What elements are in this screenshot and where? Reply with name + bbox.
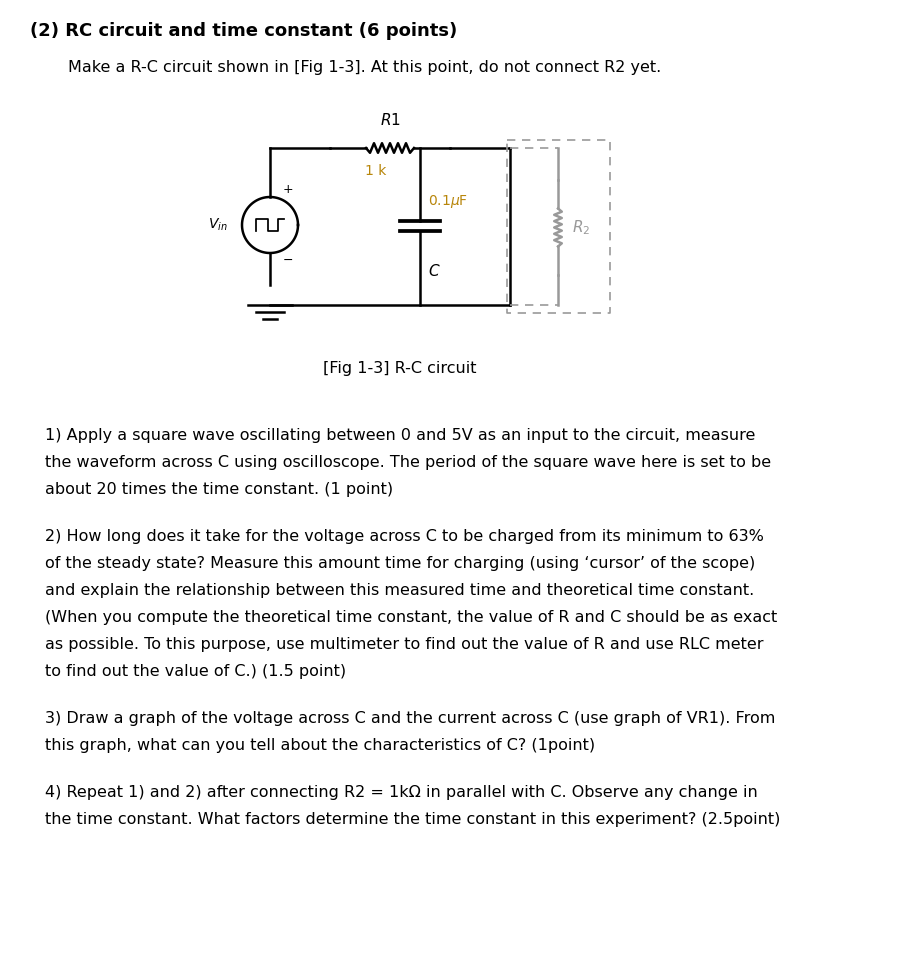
- Text: of the steady state? Measure this amount time for charging (using ‘cursor’ of th: of the steady state? Measure this amount…: [45, 556, 755, 571]
- Text: +: +: [283, 184, 293, 196]
- Text: the time constant. What factors determine the time constant in this experiment? : the time constant. What factors determin…: [45, 812, 780, 827]
- Text: (When you compute the theoretical time constant, the value of R and C should be : (When you compute the theoretical time c…: [45, 610, 778, 625]
- Text: as possible. To this purpose, use multimeter to find out the value of R and use : as possible. To this purpose, use multim…: [45, 637, 763, 652]
- Text: $C$: $C$: [428, 263, 441, 280]
- Text: $R_2$: $R_2$: [572, 218, 590, 237]
- Text: about 20 times the time constant. (1 point): about 20 times the time constant. (1 poi…: [45, 482, 393, 497]
- Text: 3) Draw a graph of the voltage across C and the current across C (use graph of V: 3) Draw a graph of the voltage across C …: [45, 711, 776, 726]
- Text: 0.1$\mu$F: 0.1$\mu$F: [428, 193, 468, 210]
- Text: 1 k: 1 k: [365, 164, 386, 179]
- Text: 4) Repeat 1) and 2) after connecting R2 = 1kΩ in parallel with C. Observe any ch: 4) Repeat 1) and 2) after connecting R2 …: [45, 785, 758, 800]
- Text: $V_{in}$: $V_{in}$: [208, 217, 228, 233]
- Text: (2) RC circuit and time constant (6 points): (2) RC circuit and time constant (6 poin…: [30, 22, 457, 40]
- Text: to find out the value of C.) (1.5 point): to find out the value of C.) (1.5 point): [45, 664, 346, 679]
- Text: −: −: [283, 254, 293, 266]
- Text: 2) How long does it take for the voltage across C to be charged from its minimum: 2) How long does it take for the voltage…: [45, 529, 764, 544]
- Text: [Fig 1-3] R-C circuit: [Fig 1-3] R-C circuit: [323, 361, 477, 375]
- Text: 1) Apply a square wave oscillating between 0 and 5V as an input to the circuit, : 1) Apply a square wave oscillating betwe…: [45, 428, 755, 443]
- Text: Make a R-C circuit shown in [Fig 1-3]. At this point, do not connect R2 yet.: Make a R-C circuit shown in [Fig 1-3]. A…: [68, 60, 662, 75]
- Text: $R1$: $R1$: [380, 112, 400, 128]
- Text: this graph, what can you tell about the characteristics of C? (1point): this graph, what can you tell about the …: [45, 738, 595, 753]
- Text: and explain the relationship between this measured time and theoretical time con: and explain the relationship between thi…: [45, 583, 754, 598]
- Text: the waveform across C using oscilloscope. The period of the square wave here is : the waveform across C using oscilloscope…: [45, 455, 771, 470]
